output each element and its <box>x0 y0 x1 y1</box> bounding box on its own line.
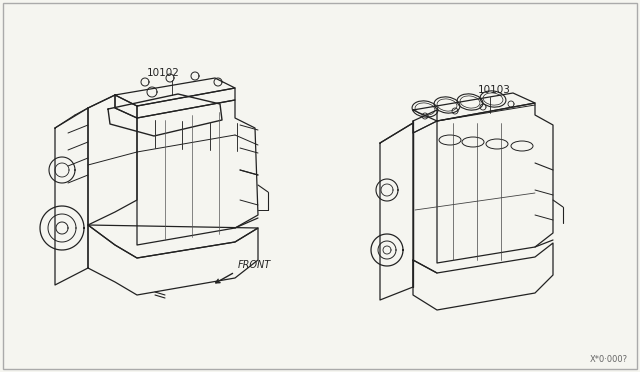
Text: 10103: 10103 <box>478 85 511 95</box>
Text: FRONT: FRONT <box>238 260 271 270</box>
Text: 10102: 10102 <box>147 68 180 78</box>
Text: X*0·000?: X*0·000? <box>590 355 628 364</box>
